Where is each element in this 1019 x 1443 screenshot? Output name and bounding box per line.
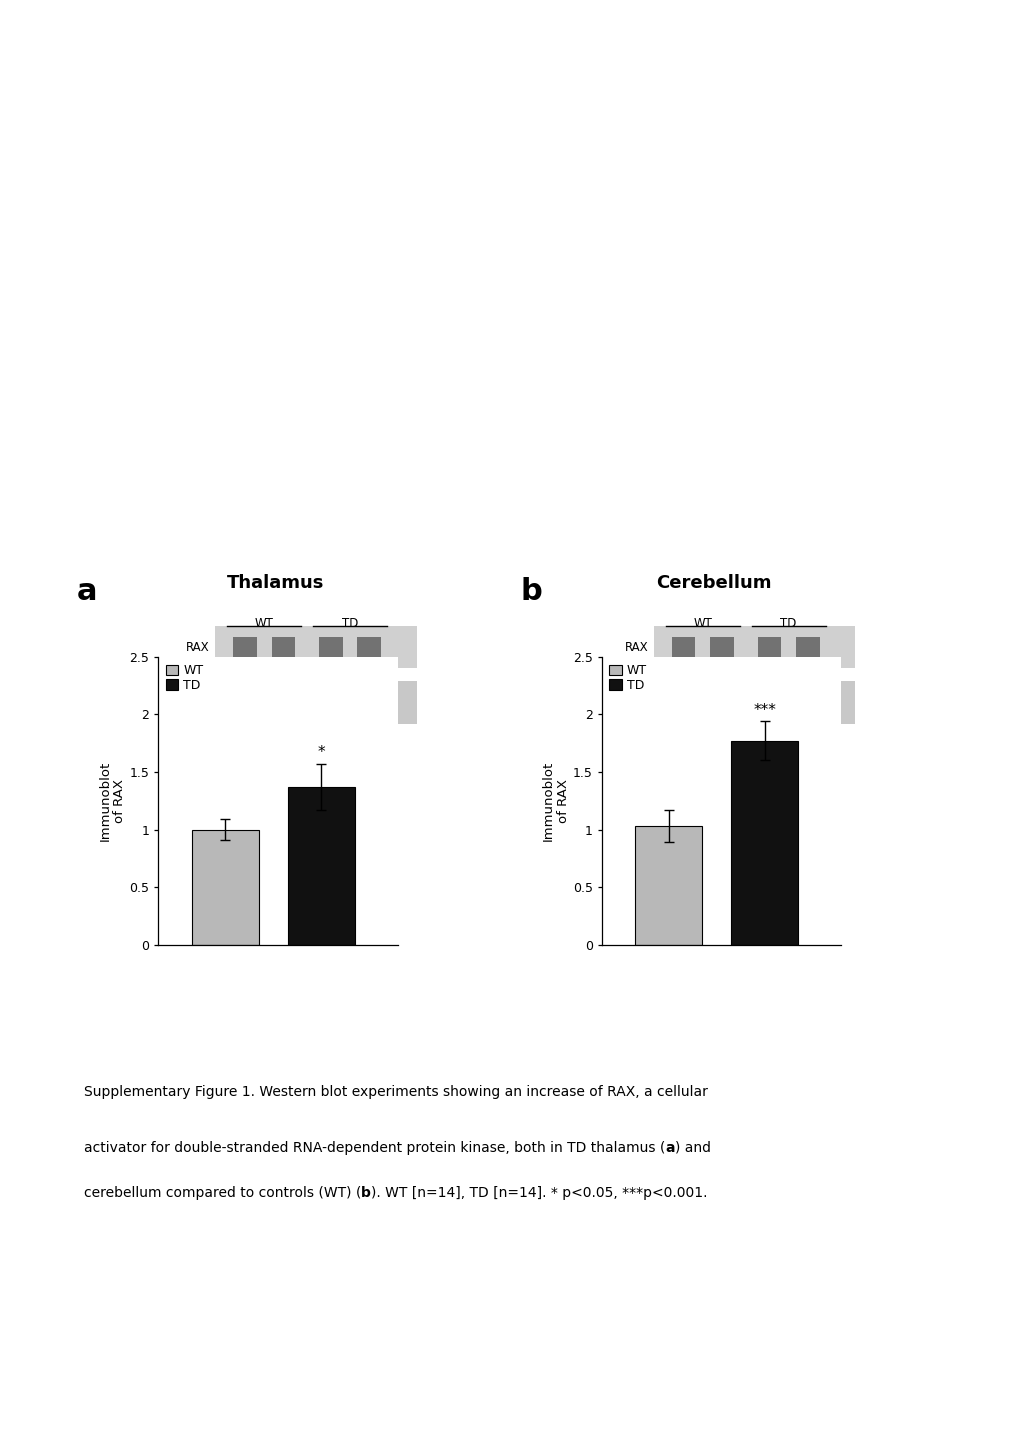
Text: Cerebellum: Cerebellum (655, 574, 771, 592)
Bar (672, 636, 695, 658)
Bar (233, 636, 257, 658)
Bar (319, 690, 342, 716)
Bar (672, 690, 695, 716)
Bar (215, 626, 416, 668)
Text: TD: TD (780, 618, 796, 631)
Bar (653, 681, 854, 724)
Bar (653, 626, 854, 668)
Bar (271, 636, 296, 658)
Bar (357, 636, 381, 658)
Text: ). WT [n=14], TD [n=14]. * p<0.05, ***p<0.001.: ). WT [n=14], TD [n=14]. * p<0.05, ***p<… (371, 1186, 707, 1199)
Text: b: b (520, 577, 541, 606)
Text: activator for double-stranded RNA-dependent protein kinase, both in TD thalamus : activator for double-stranded RNA-depend… (84, 1141, 664, 1154)
Bar (192, 830, 259, 945)
Text: RAX: RAX (624, 641, 647, 654)
Bar (731, 740, 798, 945)
Text: Supplementary Figure 1. Western blot experiments showing an increase of RAX, a c: Supplementary Figure 1. Western blot exp… (84, 1085, 707, 1100)
Text: Tubulin: Tubulin (605, 697, 647, 710)
Bar (215, 681, 416, 724)
Bar (795, 636, 819, 658)
Y-axis label: Immunoblot
of RAX: Immunoblot of RAX (541, 760, 570, 841)
Bar (795, 690, 819, 716)
Text: ***: *** (753, 703, 775, 717)
Text: Tubulin: Tubulin (167, 697, 209, 710)
Text: *: * (317, 746, 325, 760)
Text: TD: TD (341, 618, 358, 631)
Bar (635, 827, 702, 945)
Y-axis label: Immunoblot
of RAX: Immunoblot of RAX (98, 760, 126, 841)
Text: a: a (76, 577, 97, 606)
Bar (709, 636, 734, 658)
Bar (233, 690, 257, 716)
Bar (357, 690, 381, 716)
Text: a: a (664, 1141, 674, 1154)
Bar (757, 636, 781, 658)
Text: b: b (361, 1186, 371, 1199)
Bar (319, 636, 342, 658)
Legend: WT, TD: WT, TD (607, 662, 647, 693)
Text: WT: WT (693, 618, 711, 631)
Text: Thalamus: Thalamus (226, 574, 324, 592)
Text: ) and: ) and (674, 1141, 710, 1154)
Bar (287, 786, 355, 945)
Bar (271, 690, 296, 716)
Bar (757, 690, 781, 716)
Bar (709, 690, 734, 716)
Text: cerebellum compared to controls (WT) (: cerebellum compared to controls (WT) ( (84, 1186, 361, 1199)
Text: WT: WT (255, 618, 273, 631)
Text: RAX: RAX (185, 641, 209, 654)
Legend: WT, TD: WT, TD (164, 662, 204, 693)
